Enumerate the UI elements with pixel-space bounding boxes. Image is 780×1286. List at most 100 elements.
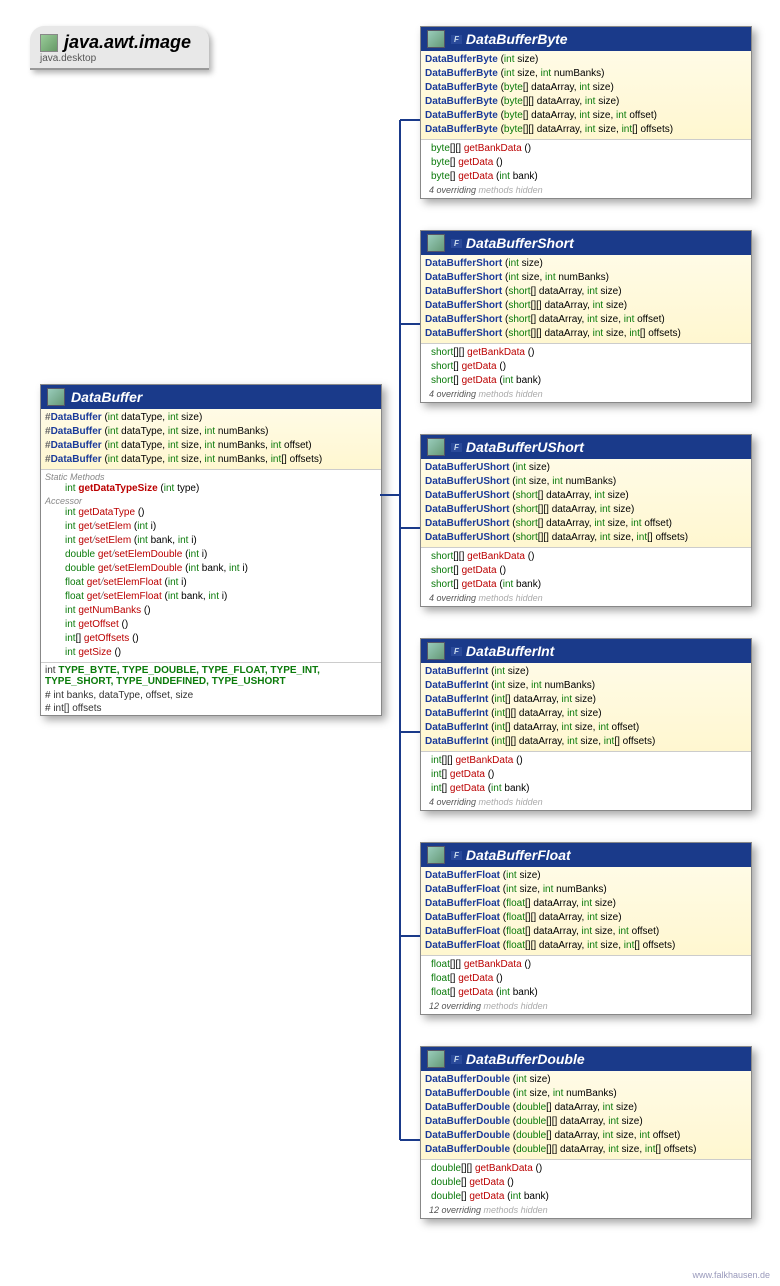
class-header: F DataBufferDouble xyxy=(421,1047,751,1071)
method-section: short[][] getBankData ()short[] getData … xyxy=(421,344,751,402)
class-databufferdouble: F DataBufferDouble DataBufferDouble (int s… xyxy=(420,1046,752,1219)
constructor-row: DataBufferByte (byte[] dataArray, int si… xyxy=(425,81,747,95)
constructor-section: DataBufferShort (int size)DataBufferShor… xyxy=(421,255,751,344)
constructor-row: DataBufferShort (short[] dataArray, int … xyxy=(425,285,747,299)
hidden-note: 4 overriding methods hidden xyxy=(425,796,747,808)
constructor-section: DataBufferByte (int size)DataBufferByte … xyxy=(421,51,751,140)
field-row: # int banks, dataType, offset, size xyxy=(41,689,381,702)
constructor-row: DataBufferDouble (double[][] dataArray, … xyxy=(425,1143,747,1157)
constructor-row: DataBufferUShort (int size) xyxy=(425,461,747,475)
module-name: java.desktop xyxy=(40,53,191,64)
constructor-row: DataBufferFloat (int size, int numBanks) xyxy=(425,883,747,897)
method-row: int[][] getBankData () xyxy=(425,754,747,768)
hidden-note: 4 overriding methods hidden xyxy=(425,184,747,196)
final-marker: F xyxy=(451,1055,462,1064)
method-row: short[] getData () xyxy=(425,360,747,374)
constructor-row: DataBufferFloat (float[][] dataArray, in… xyxy=(425,939,747,953)
constructor-row: DataBufferByte (byte[] dataArray, int si… xyxy=(425,109,747,123)
constructor-row: DataBufferUShort (short[][] dataArray, i… xyxy=(425,531,747,545)
constructor-row: #DataBuffer (int dataType, int size, int… xyxy=(45,439,377,453)
method-row: float[] getData () xyxy=(425,972,747,986)
class-icon xyxy=(427,1050,445,1068)
method-row: byte[] getData () xyxy=(425,156,747,170)
method-row: int getSize () xyxy=(45,646,377,660)
hidden-note: 12 overriding methods hidden xyxy=(425,1000,747,1012)
constructor-row: DataBufferInt (int size, int numBanks) xyxy=(425,679,747,693)
method-section: double[][] getBankData ()double[] getDat… xyxy=(421,1160,751,1218)
class-name: DataBufferShort xyxy=(466,235,574,251)
method-row: float get/setElemFloat (int bank, int i) xyxy=(45,590,377,604)
class-header: DataBuffer xyxy=(41,385,381,409)
constants-row: int TYPE_BYTE, TYPE_DOUBLE, TYPE_FLOAT, … xyxy=(41,662,381,689)
method-section: short[][] getBankData () short[] getData … xyxy=(421,548,751,606)
method-row: double[] getData () xyxy=(425,1176,747,1190)
constructor-row: DataBufferFloat (int size) xyxy=(425,869,747,883)
method-row: short[] getData (int bank) xyxy=(425,578,747,592)
constructor-row: DataBufferByte (byte[][] dataArray, int … xyxy=(425,123,747,137)
final-marker: F xyxy=(451,851,462,860)
method-row: int[] getData (int bank) xyxy=(425,782,747,796)
method-row: short[][] getBankData () xyxy=(425,346,747,360)
class-icon xyxy=(427,642,445,660)
package-icon xyxy=(40,34,58,52)
constructor-section: DataBufferDouble (int size) DataBufferDou… xyxy=(421,1071,751,1160)
class-icon xyxy=(427,234,445,252)
constructor-row: #DataBuffer (int dataType, int size) xyxy=(45,411,377,425)
final-marker: F xyxy=(451,443,462,452)
constructor-row: DataBufferDouble (int size) xyxy=(425,1073,747,1087)
constructor-row: DataBufferDouble (double[][] dataArray, … xyxy=(425,1115,747,1129)
constructor-row: DataBufferUShort (short[][] dataArray, i… xyxy=(425,503,747,517)
constructor-row: DataBufferShort (short[] dataArray, int … xyxy=(425,313,747,327)
class-header: FDataBufferByte xyxy=(421,27,751,51)
method-row: short[][] getBankData () xyxy=(425,550,747,564)
method-section: int[][] getBankData ()int[] getData ()in… xyxy=(421,752,751,810)
method-row: double[][] getBankData () xyxy=(425,1162,747,1176)
constructor-row: DataBufferShort (int size, int numBanks) xyxy=(425,271,747,285)
constructor-row: DataBufferInt (int size) xyxy=(425,665,747,679)
method-row: double get/setElemDouble (int bank, int … xyxy=(45,562,377,576)
method-row: int getOffset () xyxy=(45,618,377,632)
package-name: java.awt.image xyxy=(64,32,191,52)
class-icon xyxy=(47,388,65,406)
constructor-row: DataBufferByte (int size, int numBanks) xyxy=(425,67,747,81)
class-header: F DataBufferFloat xyxy=(421,843,751,867)
constructor-row: DataBufferFloat (float[] dataArray, int … xyxy=(425,925,747,939)
class-name: DataBufferInt xyxy=(466,643,554,659)
footer-credit: www.falkhausen.de xyxy=(692,1270,770,1280)
class-icon xyxy=(427,846,445,864)
hidden-note: 4 overriding methods hidden xyxy=(425,388,747,400)
constructor-row: DataBufferUShort (short[] dataArray, int… xyxy=(425,517,747,531)
method-row: double[] getData (int bank) xyxy=(425,1190,747,1204)
section-label: Accessor xyxy=(45,496,377,506)
constructor-row: DataBufferDouble (double[] dataArray, in… xyxy=(425,1129,747,1143)
class-header: FDataBufferShort xyxy=(421,231,751,255)
class-databufferfloat: F DataBufferFloat DataBufferFloat (int siz… xyxy=(420,842,752,1015)
constructor-section: DataBufferUShort (int size)DataBufferUSh… xyxy=(421,459,751,548)
method-row: byte[] getData (int bank) xyxy=(425,170,747,184)
section-label: Static Methods xyxy=(45,472,377,482)
constructor-section: #DataBuffer (int dataType, int size)#Dat… xyxy=(41,409,381,470)
method-row: int[] getData () xyxy=(425,768,747,782)
package-title: java.awt.imagejava.desktop xyxy=(30,26,209,70)
method-row: byte[][] getBankData () xyxy=(425,142,747,156)
method-row: int getNumBanks () xyxy=(45,604,377,618)
class-icon xyxy=(427,30,445,48)
method-row: float get/setElemFloat (int i) xyxy=(45,576,377,590)
method-row: int get/setElem (int i) xyxy=(45,520,377,534)
class-name: DataBuffer xyxy=(71,389,142,405)
class-name: DataBufferDouble xyxy=(466,1051,585,1067)
class-name: DataBufferFloat xyxy=(466,847,571,863)
constructor-row: #DataBuffer (int dataType, int size, int… xyxy=(45,453,377,467)
constructor-row: DataBufferFloat (float[] dataArray, int … xyxy=(425,897,747,911)
constructor-section: DataBufferFloat (int size)DataBufferFloa… xyxy=(421,867,751,956)
constructor-row: #DataBuffer (int dataType, int size, int… xyxy=(45,425,377,439)
method-section: byte[][] getBankData ()byte[] getData ()… xyxy=(421,140,751,198)
constructor-row: DataBufferUShort (int size, int numBanks… xyxy=(425,475,747,489)
constructor-row: DataBufferByte (int size) xyxy=(425,53,747,67)
method-row: double get/setElemDouble (int i) xyxy=(45,548,377,562)
final-marker: F xyxy=(451,647,462,656)
constructor-row: DataBufferDouble (double[] dataArray, in… xyxy=(425,1101,747,1115)
class-databufferushort: FDataBufferUShortDataBufferUShort (int s… xyxy=(420,434,752,607)
final-marker: F xyxy=(451,35,462,44)
method-section: Static Methodsint getDataTypeSize (int t… xyxy=(41,470,381,662)
